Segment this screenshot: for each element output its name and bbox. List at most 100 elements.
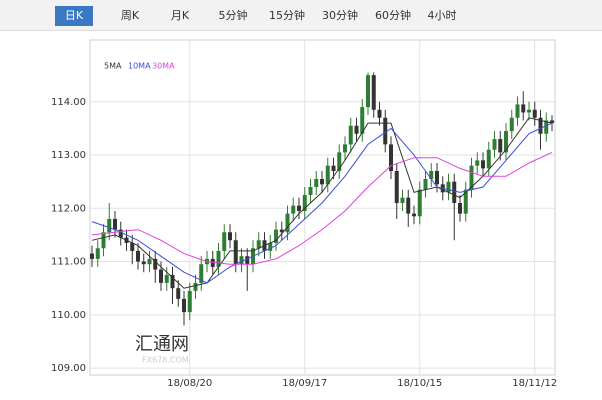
candle-body (107, 218, 112, 233)
candle-body (95, 248, 100, 259)
period-tab[interactable]: 30分钟 (322, 9, 358, 22)
candle-body (90, 253, 94, 259)
watermark-site: FX678.COM (142, 356, 189, 365)
candle-body (291, 205, 296, 214)
candle-body (412, 213, 416, 217)
period-tab[interactable]: 60分钟 (375, 9, 411, 22)
candle-body (406, 197, 411, 214)
candle-body (527, 109, 531, 113)
candle-body (377, 109, 382, 118)
legend-label: 10MA (128, 62, 151, 71)
candle-body (199, 264, 204, 283)
candle-body (302, 194, 307, 211)
period-tab[interactable]: 日K (55, 6, 93, 26)
candle-body (504, 131, 508, 153)
candle-body (182, 298, 186, 313)
candle-body (233, 240, 238, 265)
candle-body (452, 181, 457, 203)
candle-body (130, 242, 135, 251)
candle-body (532, 109, 537, 118)
candle-body (118, 229, 123, 238)
ma-line (91, 122, 553, 284)
ma-line (91, 117, 553, 289)
candle-body (308, 186, 313, 195)
y-tick-label: 114.00 (51, 97, 86, 108)
candle-body (400, 197, 405, 203)
tab-bar: 日K 周K 月K 5分钟 15分钟 30分钟 60分钟 4小时 (0, 0, 602, 31)
legend-label: 5MA (104, 62, 122, 71)
candle-body (113, 218, 117, 230)
candle-body (360, 107, 365, 134)
candle-body (222, 232, 227, 251)
candle-body (417, 189, 422, 217)
candle-body (348, 125, 353, 145)
period-tab[interactable]: 月K (170, 9, 190, 22)
candle-body (423, 179, 428, 190)
candle-body (475, 160, 480, 166)
candle-body (228, 232, 232, 241)
candle-body (486, 149, 491, 169)
period-tab[interactable]: 周K (120, 9, 140, 22)
candle-body (274, 229, 278, 243)
candle-body (343, 144, 347, 153)
period-tab[interactable]: 4小时 (427, 9, 457, 22)
candle-body (366, 75, 370, 108)
candle-body (394, 171, 399, 203)
candle-body (544, 120, 549, 134)
candle-body (337, 152, 342, 172)
candle-body (256, 240, 261, 249)
candle-body (268, 242, 273, 251)
candle-body (216, 250, 221, 267)
x-tick-label: 18/10/15 (397, 378, 442, 389)
y-tick-label: 109.00 (51, 363, 86, 374)
candle-body (239, 256, 244, 265)
ma-line (91, 151, 553, 265)
candle-body (515, 104, 520, 118)
candle-body (458, 202, 462, 214)
candle-body (429, 171, 434, 180)
candle-body (193, 282, 198, 291)
candle-body (159, 269, 163, 283)
x-tick-label: 18/11/12 (512, 378, 557, 389)
candle-body (538, 117, 543, 134)
candle-body (446, 181, 451, 193)
candle-body (383, 117, 388, 145)
candle-body (279, 229, 284, 233)
candle-body (210, 258, 215, 267)
y-tick-label: 110.00 (51, 310, 86, 321)
candle-body (176, 288, 181, 299)
candle-body (285, 213, 290, 233)
candle-body (245, 256, 250, 265)
y-tick-label: 113.00 (51, 150, 86, 161)
x-tick-label: 18/08/20 (167, 378, 212, 389)
candle-body (164, 274, 169, 283)
candle-body (435, 171, 439, 185)
candle-body (389, 144, 393, 172)
candle-body (153, 258, 158, 270)
candle-body (187, 290, 192, 313)
candle-body (481, 160, 485, 169)
candle-body (550, 120, 554, 124)
y-tick-label: 112.00 (51, 203, 86, 214)
candle-body (331, 165, 336, 172)
watermark-name: 汇通网 (135, 334, 189, 355)
y-tick-label: 111.00 (51, 257, 86, 268)
period-tab[interactable]: 15分钟 (269, 9, 305, 22)
candle-body (325, 165, 330, 185)
period-tab[interactable]: 5分钟 (218, 9, 248, 22)
candle-body (371, 75, 376, 110)
candle-body (147, 258, 152, 265)
candle-body (463, 189, 468, 214)
candle-body (354, 125, 359, 134)
candle-body (136, 250, 140, 262)
candle-body (297, 205, 301, 211)
candle-body (314, 179, 319, 187)
candle-body (101, 232, 106, 249)
plot-frame (89, 39, 556, 376)
candle-body (492, 139, 497, 150)
legend-label: 30MA (152, 62, 175, 71)
candle-body (141, 261, 146, 265)
x-tick-label: 18/09/17 (282, 378, 327, 389)
